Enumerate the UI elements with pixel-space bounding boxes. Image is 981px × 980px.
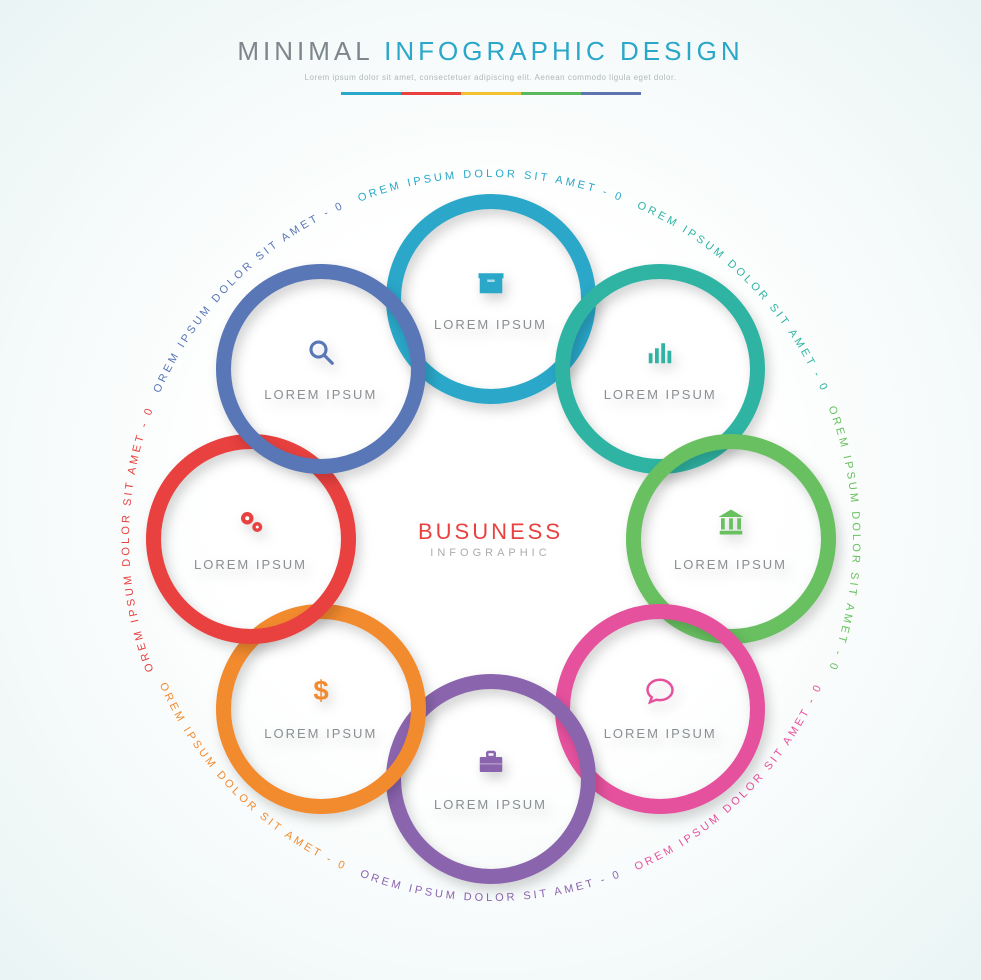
header-rule [341,92,641,95]
ring-08: LOREM IPSUM [216,264,426,474]
center-line-2: INFOGRAPHIC [418,547,563,559]
arc-label-07: LOREM IPSUM DOLOR SIT AMET - 07 [101,149,157,674]
briefcase-icon [476,747,506,785]
speech-icon [645,676,675,714]
search-icon [306,337,336,375]
ring-label-01: LOREM IPSUM [434,317,547,332]
ring-label-02: LOREM IPSUM [604,387,717,402]
center-label: BUSUNESS INFOGRAPHIC [418,519,563,559]
box-icon [476,267,506,305]
infographic-stage: BUSUNESS INFOGRAPHIC LOREM IPSUM DOLOR S… [101,149,881,929]
ring-label-04: LOREM IPSUM [604,726,717,741]
svg-text:$: $ [313,676,328,706]
ring-label-07: LOREM IPSUM [194,557,307,572]
ring-label-08: LOREM IPSUM [264,387,377,402]
ring-label-05: LOREM IPSUM [434,797,547,812]
title-row: MINIMAL INFOGRAPHIC DESIGN [0,36,981,67]
bank-icon [716,507,746,545]
title-part-2: INFOGRAPHIC DESIGN [384,36,743,66]
barchart-icon [645,337,675,375]
gears-icon [236,507,266,545]
dollar-icon: $ [306,676,336,714]
header: MINIMAL INFOGRAPHIC DESIGN Lorem ipsum d… [0,0,981,95]
header-subtitle: Lorem ipsum dolor sit amet, consectetuer… [0,73,981,82]
ring-label-03: LOREM IPSUM [674,557,787,572]
ring-label-06: LOREM IPSUM [264,726,377,741]
arc-label-01: LOREM IPSUM DOLOR SIT AMET - 01 [101,149,626,205]
title-part-1: MINIMAL [237,36,373,66]
center-line-1: BUSUNESS [418,519,563,545]
